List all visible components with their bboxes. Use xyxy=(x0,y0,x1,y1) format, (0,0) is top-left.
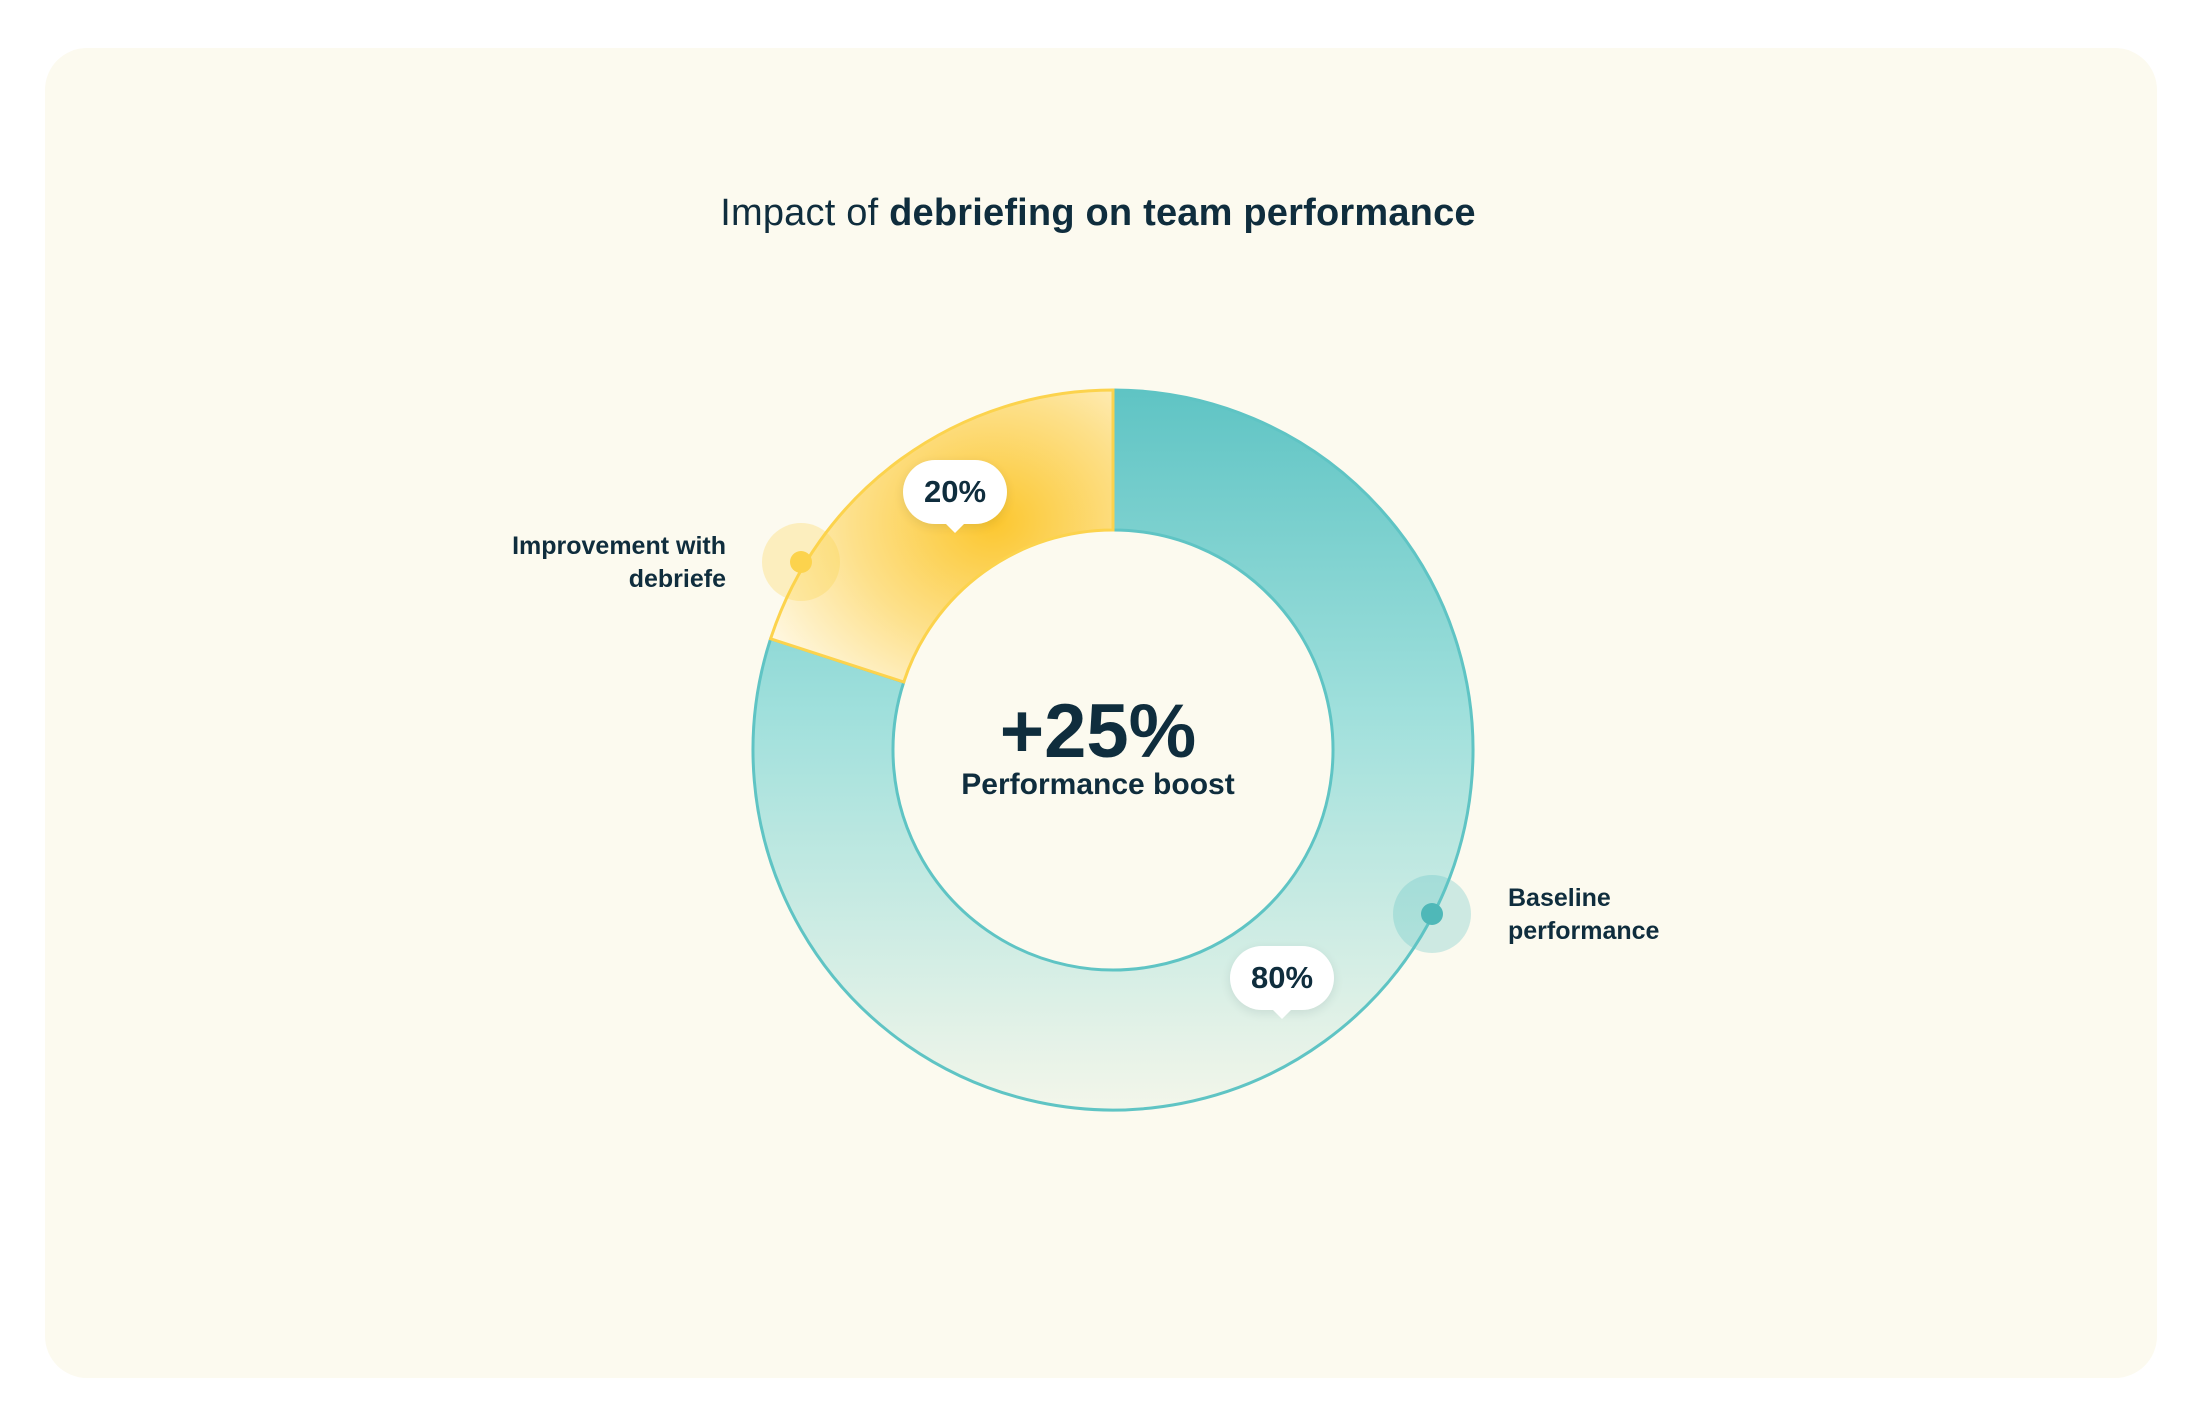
center-label: Performance boost xyxy=(961,768,1235,801)
center-value: +25% xyxy=(999,689,1197,774)
data-label-improvement-text: 20% xyxy=(923,474,987,509)
data-label-baseline-text: 80% xyxy=(1250,960,1314,995)
callout-baseline-line1: Baseline xyxy=(1508,884,1611,912)
callout-baseline: Baseline performance xyxy=(1508,882,1659,948)
data-label-baseline: 80% xyxy=(1230,946,1334,1019)
chart-card xyxy=(45,48,2157,1378)
callout-improvement-line2: debriefe xyxy=(628,565,726,593)
callout-baseline-line2: performance xyxy=(1508,917,1660,945)
slice-improvement-with-debriefe xyxy=(768,388,1115,684)
data-label-improvement: 20% xyxy=(903,460,1007,533)
slice-baseline-performance xyxy=(751,388,1475,1112)
callout-marker-baseline xyxy=(1393,875,1471,953)
callout-improvement-line1: Improvement with xyxy=(512,532,726,560)
chart-title: Impact of debriefing on team performance xyxy=(0,192,2196,235)
chart-title-light: Impact of xyxy=(720,192,890,234)
chart-title-bold: debriefing on team performance xyxy=(889,192,1476,234)
callout-improvement: Improvement with debriefe xyxy=(512,530,726,596)
callout-marker-improvement xyxy=(762,523,840,601)
